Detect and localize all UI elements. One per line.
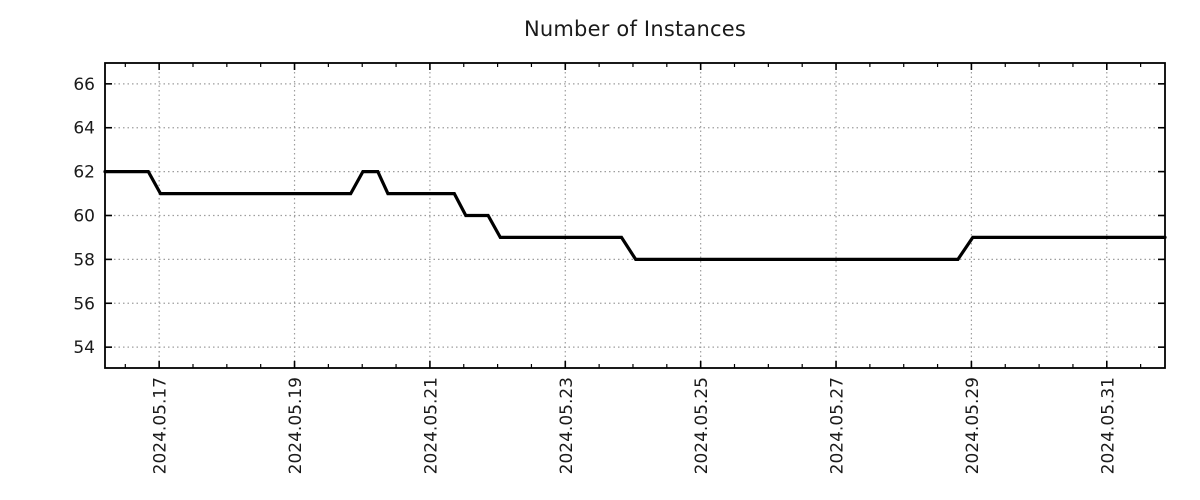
y-tick-label: 54 xyxy=(73,338,95,358)
y-tick-label: 58 xyxy=(73,250,95,270)
y-tick-label: 62 xyxy=(73,163,95,183)
x-tick-label: 2024.05.23 xyxy=(557,377,577,474)
x-tick-label: 2024.05.17 xyxy=(151,377,171,474)
series-line-instances xyxy=(103,170,1167,261)
x-tick-label: 2024.05.31 xyxy=(1098,377,1118,474)
plot-frame xyxy=(104,62,1166,369)
y-tick-label: 64 xyxy=(73,119,95,139)
y-tick-label: 56 xyxy=(73,294,95,314)
x-tick-label: 2024.05.29 xyxy=(963,377,983,474)
y-tick-label: 60 xyxy=(73,207,95,227)
x-tick-label: 2024.05.19 xyxy=(286,377,306,474)
x-tick-label: 2024.05.27 xyxy=(828,377,848,474)
y-tick-label: 66 xyxy=(73,75,95,95)
chart-title: Number of Instances xyxy=(523,17,746,41)
x-tick-label: 2024.05.25 xyxy=(692,377,712,474)
x-tick-label: 2024.05.21 xyxy=(421,377,441,474)
